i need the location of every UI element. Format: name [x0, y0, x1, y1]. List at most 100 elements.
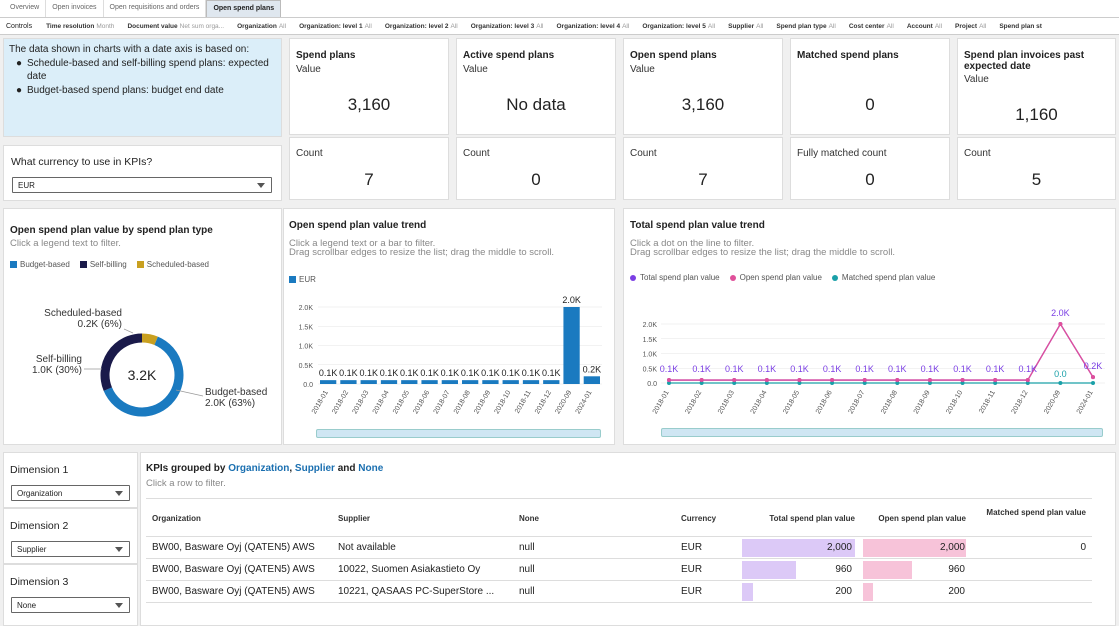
line-point[interactable] — [732, 378, 737, 383]
legend-matched[interactable]: Matched spend plan value — [841, 273, 936, 282]
trend-bar[interactable] — [563, 307, 580, 384]
tab-open-requisitions[interactable]: Open requisitions and orders — [104, 0, 207, 17]
trend-bar[interactable] — [380, 380, 398, 384]
line-point[interactable] — [1025, 381, 1030, 385]
line-point[interactable] — [1091, 381, 1095, 385]
legend-eur[interactable]: EUR — [299, 275, 316, 284]
control-filter[interactable]: Organization: level 1 All — [299, 23, 372, 30]
control-filter[interactable]: Spend plan st — [999, 23, 1044, 30]
line-point[interactable] — [830, 378, 835, 383]
line-point[interactable] — [667, 381, 671, 385]
trend-bar[interactable] — [441, 380, 458, 384]
trend-bar[interactable] — [522, 380, 540, 384]
dimension-3-select[interactable]: None — [11, 597, 130, 613]
donut-slice-scheduled-based[interactable] — [141, 333, 158, 346]
line-point[interactable] — [993, 378, 998, 383]
trend-bar[interactable] — [462, 380, 479, 384]
total-value-bar — [742, 583, 753, 601]
currency-select[interactable]: EUR — [12, 177, 272, 193]
legend-total[interactable]: Total spend plan value — [640, 273, 720, 282]
total-scrollbar[interactable] — [661, 428, 1103, 437]
kpi-tile: Spend plans Value 3,160 — [289, 38, 449, 135]
table-row[interactable]: BW00, Basware Oyj (QATEN5) AWS 10022, Su… — [146, 558, 1092, 580]
tab-open-invoices[interactable]: Open invoices — [46, 0, 104, 17]
control-filter[interactable]: Account All — [907, 23, 942, 30]
header-organization[interactable]: Organization — [152, 514, 201, 523]
header-matched-value[interactable]: Matched spend plan value — [986, 508, 1086, 517]
control-filter[interactable]: Cost center All — [849, 23, 894, 30]
control-filter[interactable]: Document value Net sum orga... — [127, 23, 224, 30]
controls-label[interactable]: Controls — [6, 22, 33, 30]
line-point[interactable] — [1091, 375, 1095, 380]
bar-data-label: 2.0K — [562, 295, 581, 305]
legend-open[interactable]: Open spend plan value — [739, 273, 822, 282]
line-point[interactable] — [764, 381, 769, 385]
control-value: All — [934, 22, 943, 30]
control-filter[interactable]: Spend plan type All — [776, 23, 835, 30]
line-point[interactable] — [1058, 381, 1063, 385]
trend-bar[interactable] — [482, 380, 499, 384]
control-filter[interactable]: Supplier All — [728, 23, 763, 30]
donut-slice-self-billing[interactable] — [100, 333, 143, 391]
trend-bar[interactable] — [401, 380, 418, 384]
table-row[interactable]: BW00, Basware Oyj (QATEN5) AWS Not avail… — [146, 536, 1092, 558]
control-filter[interactable]: Organization: level 4 All — [557, 23, 630, 30]
control-value: All — [278, 22, 287, 30]
control-filter[interactable]: Organization All — [237, 23, 286, 30]
line-point[interactable] — [830, 381, 835, 385]
dimension-2-select[interactable]: Supplier — [11, 541, 130, 557]
control-filter[interactable]: Organization: level 2 All — [385, 23, 458, 30]
trend-bar[interactable] — [421, 380, 438, 384]
line-point[interactable] — [1025, 378, 1030, 383]
control-filter[interactable]: Time resolution Month — [46, 23, 114, 30]
line-point[interactable] — [764, 378, 769, 383]
trend-bar[interactable] — [320, 380, 337, 384]
line-point[interactable] — [797, 381, 802, 385]
line-point[interactable] — [1058, 322, 1063, 326]
total-line-chart[interactable]: 2.0K1.5K1.0K0.5K0.00.1K 0.1K 0.1K 0.1K 0.1K 0… — [624, 209, 1117, 446]
trend-scrollbar[interactable] — [316, 429, 601, 438]
line-point[interactable] — [797, 378, 802, 383]
line-point[interactable] — [699, 378, 704, 383]
trend-bar-chart[interactable]: 2.0K 1.5K 1.0K 0.5K 0.0 0.1K 2018-01 0.1K 2018-0… — [284, 209, 616, 446]
trend-bar[interactable] — [360, 380, 377, 384]
trend-bar[interactable] — [583, 376, 600, 384]
line-point[interactable] — [927, 378, 932, 383]
control-filter[interactable]: Organization: level 3 All — [471, 23, 544, 30]
legend-self-billing[interactable]: Self-billing — [89, 260, 127, 269]
donut-center-label: 3.2K — [128, 367, 157, 383]
dimension-1-select[interactable]: Organization — [11, 485, 130, 501]
trend-bar[interactable] — [543, 380, 560, 384]
control-filter[interactable]: Project All — [955, 23, 986, 30]
header-open-value[interactable]: Open spend plan value — [878, 514, 966, 523]
line-point[interactable] — [667, 378, 671, 383]
line-point[interactable] — [960, 378, 965, 383]
donut-slice-budget-based[interactable] — [103, 336, 184, 417]
header-none[interactable]: None — [519, 514, 539, 523]
bar-data-label: 0.1K — [339, 368, 358, 378]
trend-bar[interactable] — [502, 380, 519, 384]
cell-none: null — [519, 542, 535, 553]
legend-budget-based[interactable]: Budget-based — [20, 260, 70, 269]
line-point[interactable] — [895, 378, 900, 383]
bar-data-label: 0.1K — [542, 368, 561, 378]
control-filter[interactable]: Organization: level 5 All — [642, 23, 715, 30]
header-supplier[interactable]: Supplier — [338, 514, 371, 523]
table-row[interactable]: BW00, Basware Oyj (QATEN5) AWS 10221, QA… — [146, 580, 1092, 602]
line-point[interactable] — [993, 381, 998, 385]
line-point[interactable] — [732, 381, 737, 385]
line-point[interactable] — [862, 378, 867, 383]
tab-open-spend-plans[interactable]: Open spend plans — [206, 0, 282, 17]
line-point[interactable] — [862, 381, 867, 385]
line-point[interactable] — [927, 381, 932, 385]
tab-overview[interactable]: Overview — [4, 0, 47, 17]
legend-scheduled-based[interactable]: Scheduled-based — [146, 260, 210, 269]
cell-supplier: Not available — [338, 542, 396, 553]
line-point[interactable] — [699, 381, 704, 385]
header-currency[interactable]: Currency — [681, 514, 717, 523]
line-point[interactable] — [895, 381, 900, 385]
line-point[interactable] — [960, 381, 965, 385]
trend-bar[interactable] — [340, 380, 357, 384]
header-total-value[interactable]: Total spend plan value — [769, 514, 855, 523]
